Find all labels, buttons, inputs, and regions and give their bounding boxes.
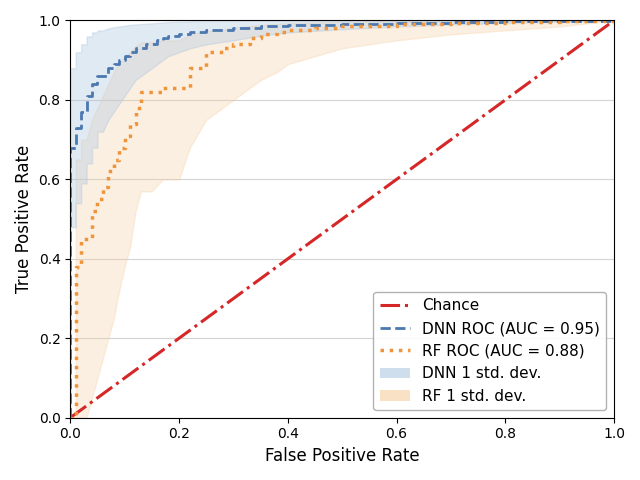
DNN ROC (AUC = 0.95) (67, 161, 74, 167)
RF ROC (AUC = 0.88) (115, 145, 123, 151)
DNN ROC (AUC = 0.95) (137, 46, 145, 51)
RF ROC (AUC = 0.88) (219, 46, 227, 51)
DNN ROC (AUC = 0.95) (88, 93, 96, 99)
DNN ROC (AUC = 0.95) (148, 41, 156, 47)
DNN ROC (AUC = 0.95) (67, 415, 74, 420)
RF ROC (AUC = 0.88) (121, 133, 129, 139)
RF ROC (AUC = 0.88) (257, 32, 264, 37)
RF ROC (AUC = 0.88) (186, 65, 194, 71)
DNN ROC (AUC = 0.95) (175, 32, 183, 37)
DNN ROC (AUC = 0.95) (126, 49, 134, 55)
DNN ROC (AUC = 0.95) (121, 53, 129, 59)
Y-axis label: True Positive Rate: True Positive Rate (15, 145, 33, 293)
Chance (88, 399, 96, 405)
DNN ROC (AUC = 0.95) (230, 25, 237, 31)
RF ROC (AUC = 0.88) (99, 184, 107, 190)
DNN ROC (AUC = 0.95) (186, 30, 194, 36)
RF ROC (AUC = 0.88) (126, 121, 134, 127)
DNN ROC (AUC = 0.95) (104, 65, 112, 71)
DNN ROC (AUC = 0.95) (93, 73, 101, 79)
RF ROC (AUC = 0.88) (72, 264, 79, 270)
Legend: Chance, DNN ROC (AUC = 0.95), RF ROC (AUC = 0.88), DNN 1 std. dev., RF 1 std. de: Chance, DNN ROC (AUC = 0.95), RF ROC (AU… (374, 292, 606, 410)
Chance (67, 415, 74, 420)
RF ROC (AUC = 0.88) (93, 196, 101, 202)
RF ROC (AUC = 0.88) (246, 36, 253, 41)
Chance (564, 51, 572, 57)
RF ROC (AUC = 0.88) (202, 49, 210, 55)
X-axis label: False Positive Rate: False Positive Rate (265, 447, 419, 465)
RF ROC (AUC = 0.88) (393, 22, 401, 27)
DNN ROC (AUC = 0.95) (110, 61, 118, 67)
Chance (99, 391, 107, 396)
DNN ROC (AUC = 0.95) (164, 34, 172, 39)
RF ROC (AUC = 0.88) (610, 18, 618, 24)
DNN ROC (AUC = 0.95) (556, 18, 563, 24)
DNN ROC (AUC = 0.95) (67, 145, 74, 151)
DNN ROC (AUC = 0.95) (154, 37, 161, 43)
Line: RF ROC (AUC = 0.88): RF ROC (AUC = 0.88) (70, 21, 614, 418)
DNN ROC (AUC = 0.95) (83, 109, 90, 115)
DNN ROC (AUC = 0.95) (447, 19, 455, 25)
Line: DNN ROC (AUC = 0.95): DNN ROC (AUC = 0.95) (70, 21, 614, 418)
RF ROC (AUC = 0.88) (77, 236, 85, 242)
DNN ROC (AUC = 0.95) (143, 41, 150, 47)
Chance (211, 309, 219, 315)
Chance (583, 37, 591, 43)
RF ROC (AUC = 0.88) (175, 85, 183, 91)
DNN ROC (AUC = 0.95) (257, 24, 264, 29)
RF ROC (AUC = 0.88) (148, 89, 156, 95)
RF ROC (AUC = 0.88) (273, 30, 281, 36)
DNN ROC (AUC = 0.95) (284, 23, 292, 28)
RF ROC (AUC = 0.88) (77, 264, 85, 270)
Line: Chance: Chance (70, 21, 614, 418)
RF ROC (AUC = 0.88) (284, 27, 292, 33)
DNN ROC (AUC = 0.95) (88, 81, 96, 87)
RF ROC (AUC = 0.88) (104, 168, 112, 174)
Chance (168, 341, 175, 347)
RF ROC (AUC = 0.88) (88, 208, 96, 214)
RF ROC (AUC = 0.88) (556, 18, 563, 24)
RF ROC (AUC = 0.88) (339, 24, 346, 29)
RF ROC (AUC = 0.88) (83, 236, 90, 242)
DNN ROC (AUC = 0.95) (83, 93, 90, 99)
DNN ROC (AUC = 0.95) (72, 145, 79, 151)
DNN ROC (AUC = 0.95) (115, 57, 123, 63)
DNN ROC (AUC = 0.95) (610, 18, 618, 24)
DNN ROC (AUC = 0.95) (393, 20, 401, 26)
Chance (610, 18, 618, 24)
RF ROC (AUC = 0.88) (132, 105, 140, 111)
RF ROC (AUC = 0.88) (501, 19, 509, 24)
DNN ROC (AUC = 0.95) (501, 18, 509, 24)
DNN ROC (AUC = 0.95) (77, 109, 85, 115)
RF ROC (AUC = 0.88) (311, 25, 319, 31)
DNN ROC (AUC = 0.95) (77, 125, 85, 131)
RF ROC (AUC = 0.88) (72, 415, 79, 420)
DNN ROC (AUC = 0.95) (159, 36, 166, 41)
RF ROC (AUC = 0.88) (67, 415, 74, 420)
RF ROC (AUC = 0.88) (67, 415, 74, 420)
RF ROC (AUC = 0.88) (137, 89, 145, 95)
DNN ROC (AUC = 0.95) (93, 81, 101, 87)
DNN ROC (AUC = 0.95) (202, 27, 210, 33)
DNN ROC (AUC = 0.95) (132, 46, 140, 51)
RF ROC (AUC = 0.88) (230, 41, 237, 47)
DNN ROC (AUC = 0.95) (339, 21, 346, 27)
RF ROC (AUC = 0.88) (110, 156, 118, 162)
DNN ROC (AUC = 0.95) (99, 73, 107, 79)
DNN ROC (AUC = 0.95) (72, 125, 79, 131)
RF ROC (AUC = 0.88) (159, 85, 166, 91)
RF ROC (AUC = 0.88) (447, 20, 455, 26)
